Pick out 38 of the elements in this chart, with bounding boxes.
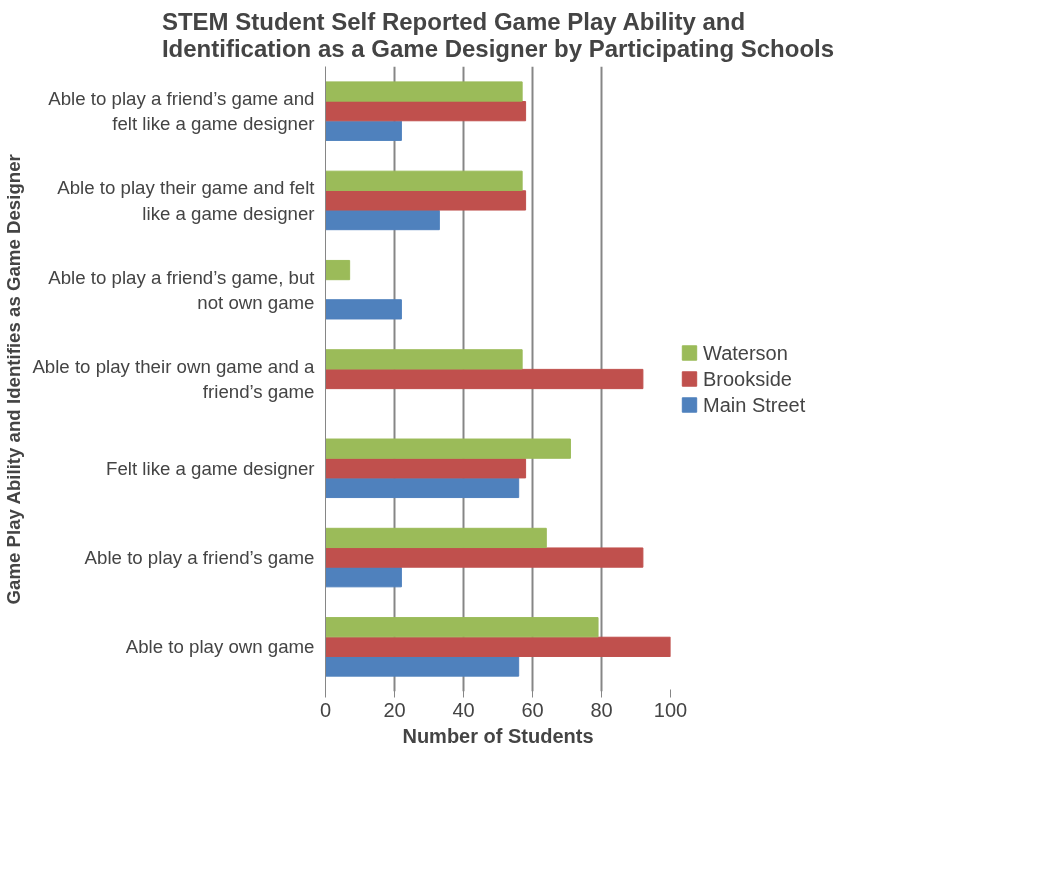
bar bbox=[325, 636, 671, 657]
bar bbox=[325, 81, 523, 102]
y-tick-label: Able to play a friend’s game and felt like a game designer bbox=[48, 88, 315, 135]
bar bbox=[325, 547, 644, 568]
x-tick-label: 100 bbox=[653, 698, 688, 721]
bar bbox=[325, 438, 571, 459]
bar bbox=[325, 656, 520, 677]
x-tick-label: 60 bbox=[521, 698, 544, 721]
x-tick-label: 0 bbox=[319, 698, 332, 721]
x-axis-title: Number of Students bbox=[402, 724, 594, 747]
bar bbox=[325, 458, 527, 479]
y-axis-title: Game Play Ability and Identifies as Game Designer bbox=[3, 154, 25, 605]
bar bbox=[325, 101, 527, 122]
x-tick-label: 80 bbox=[590, 698, 613, 721]
x-tick-label: 40 bbox=[452, 698, 475, 721]
bar bbox=[325, 617, 599, 638]
y-tick-label: Able to play a friend’s game, but not own game bbox=[48, 266, 316, 313]
y-tick-label: Able to play own game bbox=[125, 636, 315, 658]
bar bbox=[325, 567, 402, 588]
bar bbox=[325, 170, 523, 191]
y-tick-label: Able to play their game and felt like a game designer bbox=[57, 177, 316, 224]
legend-label: Main Street bbox=[703, 393, 806, 416]
bar bbox=[325, 209, 440, 231]
legend-label: Waterson bbox=[703, 341, 788, 364]
y-tick-label: Able to play a friend’s game bbox=[84, 547, 315, 569]
bar bbox=[325, 259, 351, 281]
x-tick-label: 20 bbox=[383, 698, 406, 721]
legend-label: Brookside bbox=[703, 367, 792, 390]
bar bbox=[325, 527, 547, 549]
bar bbox=[325, 477, 520, 499]
bar bbox=[325, 190, 527, 211]
y-tick-label: Able to play their own game and a friend’s game bbox=[32, 355, 316, 403]
bar bbox=[325, 120, 402, 141]
bar bbox=[325, 349, 523, 370]
bar bbox=[325, 368, 644, 390]
chart-title: STEM Student Self Reported Game Play Ability and Identification as a Game Designer by Participating Schools bbox=[161, 7, 835, 62]
bar bbox=[325, 299, 402, 320]
y-tick-label: Felt like a game designer bbox=[106, 457, 315, 479]
